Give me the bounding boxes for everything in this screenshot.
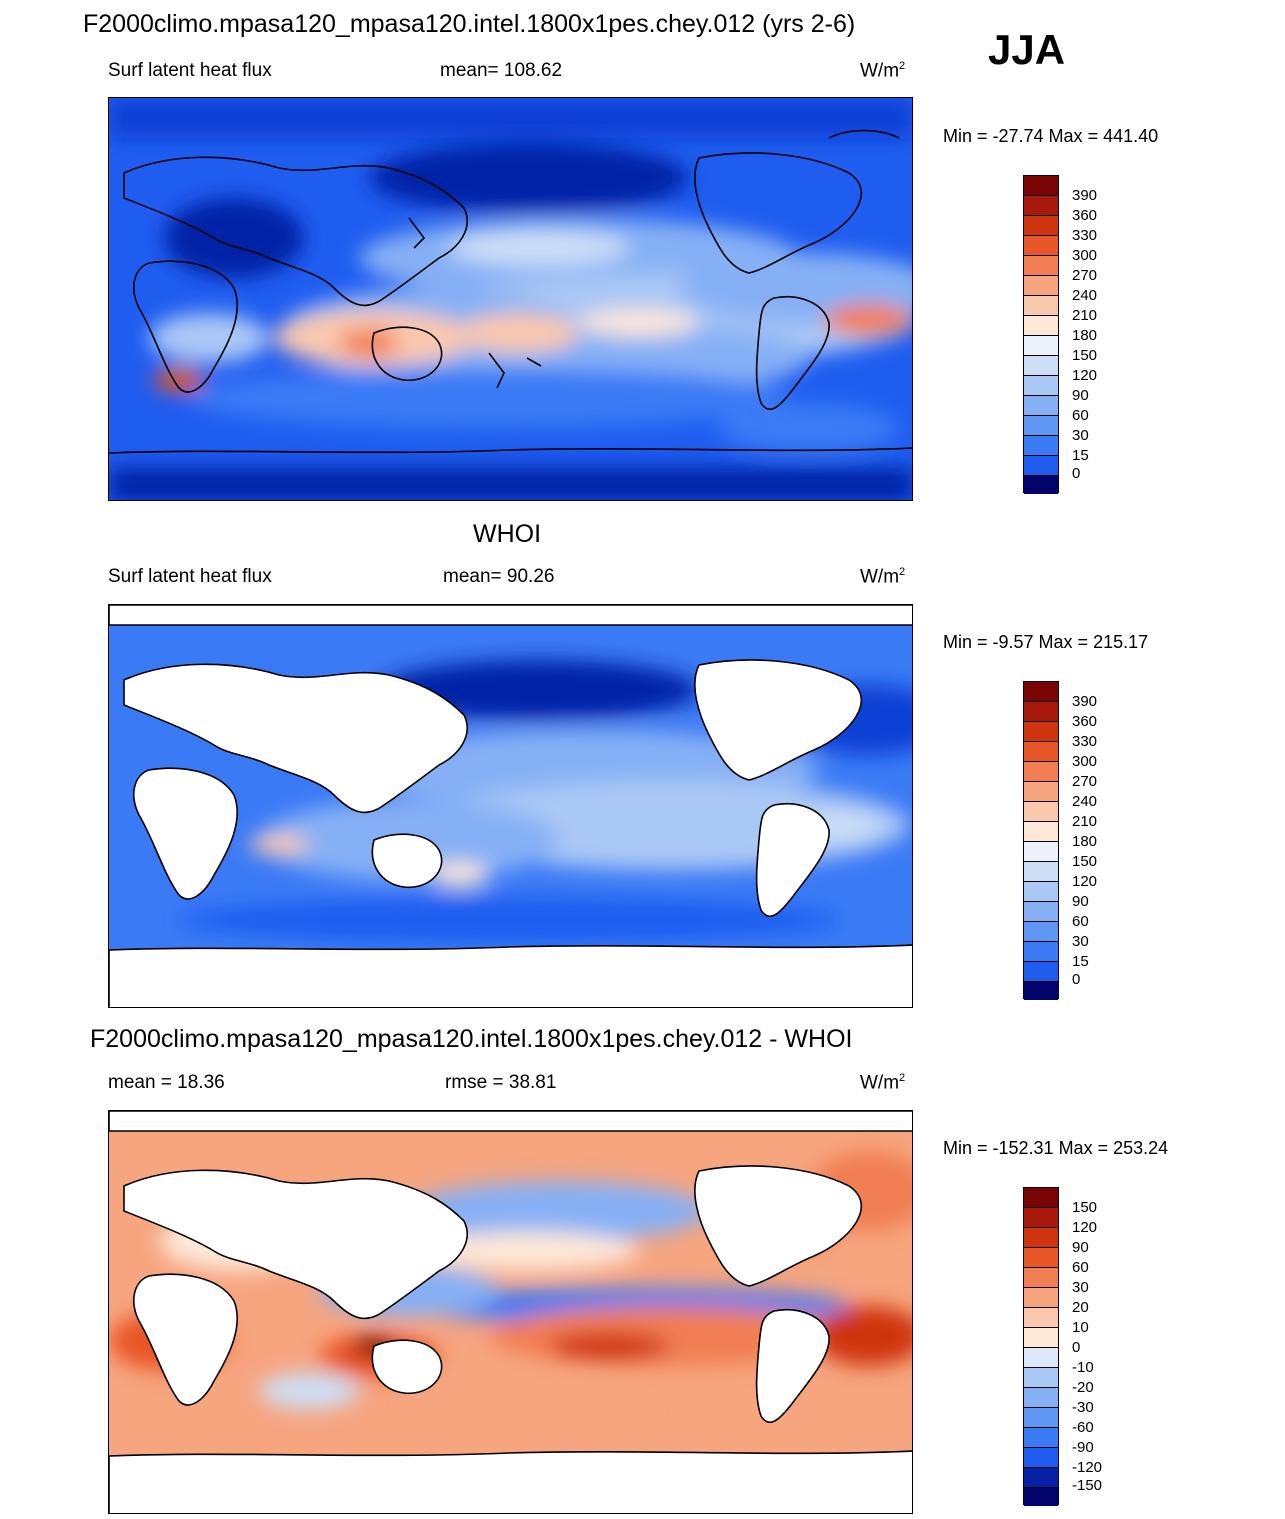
panel2-level-label: 210	[1072, 813, 1098, 830]
panel2-level-label: 150	[1072, 853, 1098, 870]
panel2-minmax-label: Min = -9.57 Max = 215.17	[943, 632, 1149, 652]
panel1-variable-label: Surf latent heat flux	[108, 60, 272, 81]
panel1-level-label: 60	[1072, 407, 1089, 424]
panel1-level-label: 120	[1072, 367, 1098, 384]
panel3-level-label: -120	[1072, 1459, 1103, 1476]
panel1-level-label: 240	[1072, 287, 1098, 304]
panel3-map	[108, 1110, 913, 1514]
panel2-level-label: 120	[1072, 873, 1098, 890]
panel2-level-label: 60	[1072, 913, 1089, 930]
panel1-colorbar	[1023, 175, 1059, 494]
panel3-colorbar	[1023, 1187, 1059, 1506]
panel2-level-label: 360	[1072, 713, 1098, 730]
panel3-land	[109, 1111, 912, 1513]
panel1-level-label: 360	[1072, 207, 1098, 224]
panel2-level-label: 240	[1072, 793, 1098, 810]
panel1-level-label: 210	[1072, 307, 1098, 324]
panel3-level-label: 60	[1072, 1259, 1089, 1276]
panel1-level-label: 30	[1072, 427, 1089, 444]
panel3-level-label: -150	[1072, 1477, 1103, 1494]
panel1-mean-label: mean= 108.62	[440, 60, 563, 81]
panel3-minmax-label: Min = -152.31 Max = 253.24	[943, 1138, 1169, 1158]
panel3-level-label: 150	[1072, 1199, 1098, 1216]
panel2-level-label: 300	[1072, 753, 1098, 770]
panel3-title: F2000climo.mpasa120_mpasa120.intel.1800x…	[90, 1025, 853, 1053]
panel3-units-label: W/m2	[860, 1072, 906, 1094]
panel3-level-label: 30	[1072, 1279, 1089, 1296]
panel1-title: F2000climo.mpasa120_mpasa120.intel.1800x…	[83, 10, 856, 38]
panel2-level-label: 15	[1072, 953, 1089, 970]
panel2-land	[109, 605, 912, 1007]
panel1-level-label: 270	[1072, 267, 1098, 284]
panel2-map	[108, 604, 913, 1008]
season-label: JJA	[988, 26, 1066, 73]
panel1-level-label: 150	[1072, 347, 1098, 364]
panel2-colorbar	[1023, 681, 1059, 1000]
panel1-level-label: 15	[1072, 447, 1089, 464]
panel2-units-label: W/m2	[860, 566, 906, 588]
panel1-level-label: 300	[1072, 247, 1098, 264]
panel1-map	[108, 97, 913, 501]
panel2-level-label: 30	[1072, 933, 1089, 950]
panel2-mean-label: mean= 90.26	[443, 566, 555, 587]
panel1-level-label: 330	[1072, 227, 1098, 244]
panel3-level-label: -30	[1072, 1399, 1094, 1416]
panel3-level-label: 90	[1072, 1239, 1089, 1256]
panel1-level-label: 180	[1072, 327, 1098, 344]
panel3-level-label: 0	[1072, 1339, 1081, 1356]
panel2-level-label: 0	[1072, 971, 1081, 988]
panel1-units-label: W/m2	[860, 60, 906, 82]
panel3-level-label: 20	[1072, 1299, 1089, 1316]
panel1-coastlines	[109, 129, 912, 454]
panel1-level-label: 390	[1072, 187, 1098, 204]
panel3-level-label: -20	[1072, 1379, 1094, 1396]
panel3-level-label: -10	[1072, 1359, 1094, 1376]
panel2-variable-label: Surf latent heat flux	[108, 566, 272, 587]
panel2-title: WHOI	[473, 520, 542, 548]
panel3-level-label: 120	[1072, 1219, 1098, 1236]
panel1-minmax-label: Min = -27.74 Max = 441.40	[943, 126, 1159, 146]
panel3-level-label: -90	[1072, 1439, 1094, 1456]
panel1-level-label: 90	[1072, 387, 1089, 404]
panel2-level-label: 330	[1072, 733, 1098, 750]
panel1-level-label: 0	[1072, 465, 1081, 482]
panel2-level-label: 270	[1072, 773, 1098, 790]
panel2-level-label: 180	[1072, 833, 1098, 850]
panel3-mean-label: mean = 18.36	[108, 1072, 225, 1093]
panel2-level-label: 390	[1072, 693, 1098, 710]
panel3-level-label: -60	[1072, 1419, 1094, 1436]
panel2-level-label: 90	[1072, 893, 1089, 910]
panel3-rmse-label: rmse = 38.81	[445, 1072, 557, 1093]
panel3-level-label: 10	[1072, 1319, 1089, 1336]
